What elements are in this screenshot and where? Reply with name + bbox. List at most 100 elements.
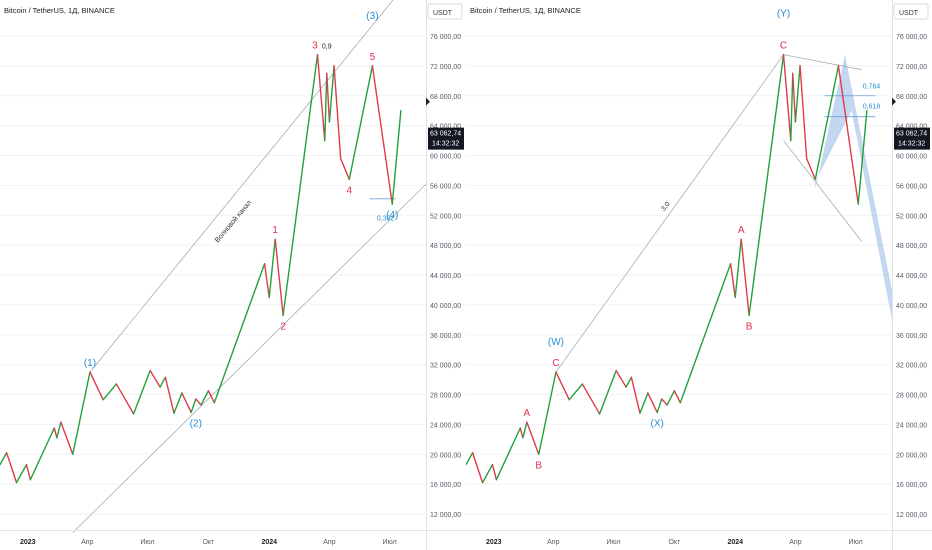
currency-selector [427, 3, 463, 20]
price-segment [25, 464, 32, 481]
y-tick-label: 16 000,00 [896, 482, 927, 489]
chart-left[interactable]: (1)(2)123 0,9(3)540,382(4)Волновой канал1… [0, 0, 466, 550]
price-segment [519, 427, 524, 439]
channel-line [555, 54, 784, 373]
x-tick-label: Окт [202, 539, 215, 546]
wave-label: (W) [548, 337, 564, 348]
y-tick-label: 40 000,00 [430, 303, 461, 310]
wave-label: (3) [366, 11, 378, 22]
price-segment [625, 376, 633, 388]
y-tick-label: 76 000,00 [430, 34, 461, 41]
plot-area [466, 0, 892, 530]
price-segment [466, 452, 474, 466]
chart-right[interactable]: A B (W) C (X) A B (Y) C 3,0 0,764 0,618 12 000,00 16 … [466, 0, 932, 550]
x-tick-label: 2024 [261, 539, 277, 546]
wave-label: 0,382 [377, 215, 395, 222]
wave-label: 3 [312, 41, 318, 52]
y-tick-label: 24 000,00 [896, 422, 927, 429]
price-segment [56, 421, 62, 439]
price-segment [740, 238, 750, 317]
forecast-band [815, 54, 892, 320]
price-segment [132, 369, 151, 415]
price-segment [495, 427, 521, 481]
price-segment [173, 392, 183, 414]
price-segment [522, 421, 528, 439]
price-segment [538, 371, 557, 455]
last-price: 63 062,74 [430, 131, 461, 138]
y-tick-label: 32 000,00 [896, 363, 927, 370]
price-segment [481, 464, 494, 484]
plot-area [0, 0, 426, 530]
price-segment [263, 263, 270, 299]
wave-label: 2 [280, 321, 286, 332]
price-segment [29, 427, 55, 481]
price-segment [213, 263, 266, 404]
y-tick-label: 24 000,00 [430, 422, 461, 429]
y-tick-label: 20 000,00 [896, 452, 927, 459]
y-tick-label: 72 000,00 [430, 64, 461, 71]
x-tick-label: Апр [323, 539, 335, 546]
price-segment [53, 427, 58, 439]
wave-label: B [535, 460, 542, 471]
price-segment [782, 53, 792, 142]
y-tick-label: 60 000,00 [430, 154, 461, 161]
price-segment [673, 390, 682, 404]
price-segment [729, 263, 736, 299]
price-segment [799, 65, 808, 160]
price-segment [89, 371, 104, 401]
channel-line [89, 0, 394, 373]
last-price-badge [428, 127, 464, 150]
y-tick-label: 60 000,00 [896, 154, 927, 161]
wave-label: 3,0 [660, 201, 672, 213]
price-segment [857, 109, 868, 205]
price-segment [348, 65, 374, 181]
price-segment [324, 72, 328, 142]
x-tick-label: Июл [140, 539, 154, 546]
price-segment [790, 72, 794, 142]
price-segment [102, 383, 118, 401]
y-tick-label: 68 000,00 [430, 94, 461, 101]
channel-line [783, 54, 862, 70]
price-segment [792, 72, 797, 123]
y-tick-label: 28 000,00 [896, 393, 927, 400]
price-segment [274, 238, 284, 317]
price-segment [581, 383, 601, 415]
price-segment [181, 392, 192, 414]
wave-label: 5 [370, 52, 376, 63]
price-segment [598, 369, 617, 415]
y-tick-label: 32 000,00 [430, 363, 461, 370]
price-segment [661, 398, 668, 406]
price-pointer [892, 97, 896, 106]
price-segment [316, 53, 326, 142]
x-tick-label: Апр [81, 539, 93, 546]
price-segment [0, 452, 8, 466]
y-tick-label: 36 000,00 [896, 333, 927, 340]
x-tick-label: Апр [789, 539, 801, 546]
price-segment [5, 452, 18, 484]
price-segment [666, 390, 676, 406]
currency-selector [893, 3, 929, 20]
price-segment [371, 65, 393, 205]
price-segment [734, 238, 742, 299]
price-segment [568, 383, 584, 401]
wave-label: 4 [346, 185, 352, 196]
y-tick-label: 64 000,00 [430, 124, 461, 131]
y-tick-label: 56 000,00 [896, 183, 927, 190]
price-segment [837, 65, 859, 205]
wave-label: (Y) [777, 9, 790, 20]
x-tick-label: 2024 [727, 539, 743, 546]
wave-label: C [780, 41, 787, 52]
y-tick-label: 56 000,00 [430, 183, 461, 190]
price-segment [268, 238, 276, 299]
x-tick-label: 2023 [20, 539, 36, 546]
price-segment [333, 65, 342, 160]
countdown: 14:32:32 [898, 141, 925, 148]
y-tick-label: 44 000,00 [896, 273, 927, 280]
price-segment [200, 390, 210, 406]
wave-label: (X) [650, 418, 663, 429]
price-segment [630, 376, 641, 414]
price-axis [426, 0, 466, 550]
price-segment [491, 464, 498, 481]
price-segment [164, 376, 175, 414]
price-segment [195, 398, 202, 406]
